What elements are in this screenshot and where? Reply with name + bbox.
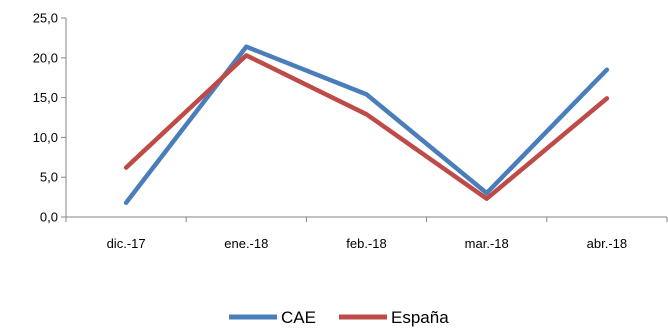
legend-label-cae: CAE	[281, 308, 316, 327]
series-line-cae	[123, 44, 610, 205]
legend-item-espana: España	[339, 308, 449, 327]
x-tick-label: feb.-18	[346, 236, 386, 251]
y-axis-ticks: 0,0 5,0 10,0 15,0 20,0 25,0	[33, 11, 66, 225]
x-tick-label: mar.-18	[465, 236, 509, 251]
legend-label-espana: España	[391, 308, 449, 327]
y-tick-label: 10,0	[33, 130, 58, 145]
x-axis-ticks: dic.-17 ene.-18 feb.-18 mar.-18 abr.-18	[65, 217, 668, 251]
y-tick-label: 0,0	[40, 210, 58, 225]
legend: CAE España	[229, 308, 449, 327]
y-tick-label: 5,0	[40, 170, 58, 185]
plot-area: 0,0 5,0 10,0 15,0 20,0 25,0 dic.-17 ene.-18 feb…	[33, 11, 668, 251]
y-tick-label: 15,0	[33, 90, 58, 105]
y-tick-label: 20,0	[33, 50, 58, 65]
legend-item-cae: CAE	[229, 308, 316, 327]
series-lines	[123, 44, 610, 205]
y-tick-label: 25,0	[33, 11, 58, 26]
x-tick-label: dic.-17	[107, 236, 146, 251]
series-line-espana	[123, 53, 610, 201]
x-tick-label: ene.-18	[224, 236, 268, 251]
x-tick-label: abr.-18	[587, 236, 627, 251]
